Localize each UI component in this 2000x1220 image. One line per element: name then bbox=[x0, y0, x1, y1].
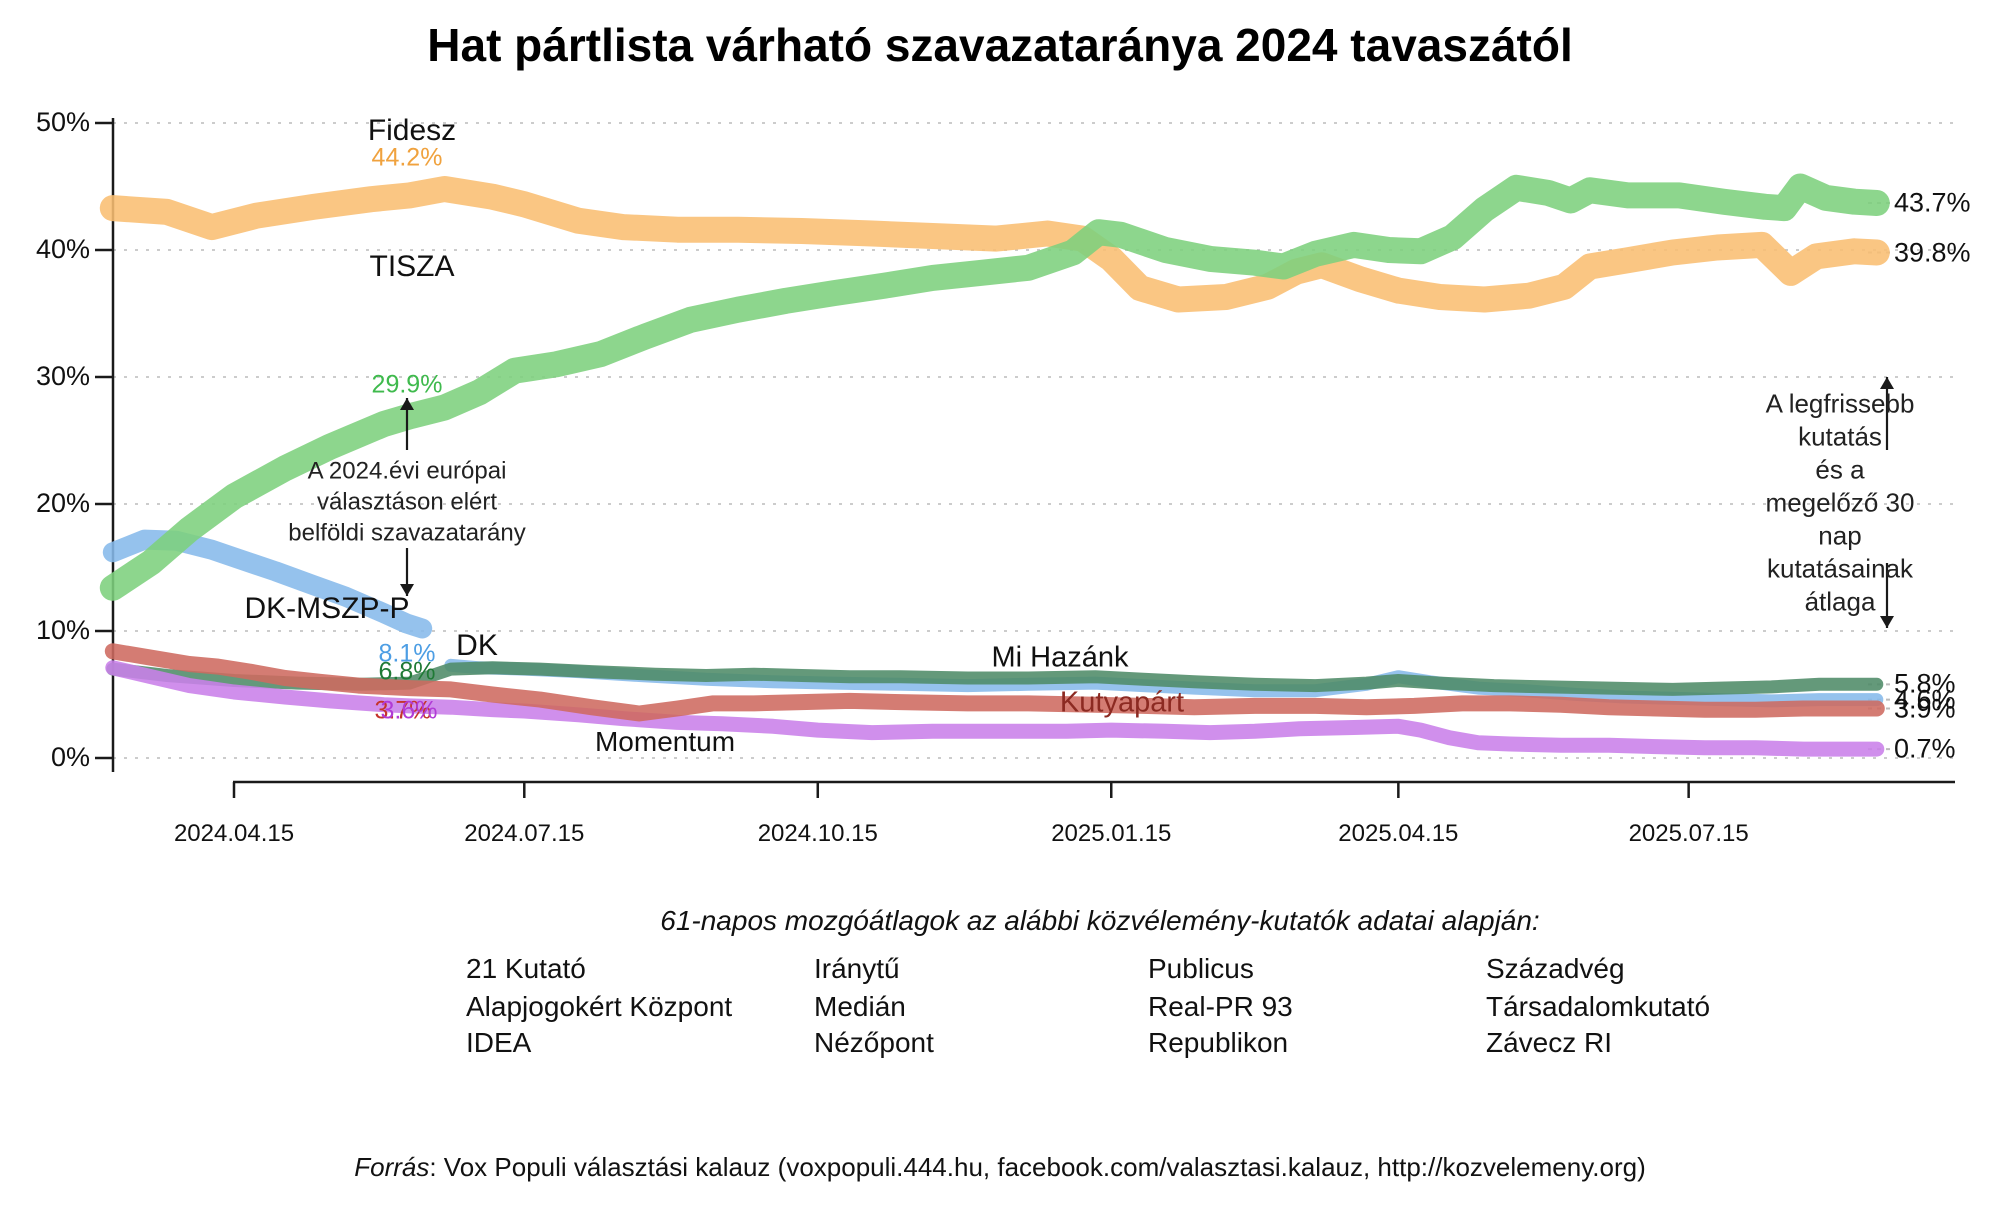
end-value-fidesz: 39.8% bbox=[1894, 237, 1971, 268]
end-value-kutyapart: 3.9% bbox=[1894, 693, 1956, 724]
y-tick-label: 30% bbox=[35, 361, 90, 391]
series-label-mi-hazank: Mi Hazánk bbox=[991, 641, 1129, 674]
y-tick-label: 20% bbox=[35, 488, 90, 518]
page-title: Hat pártlista várható szavazataránya 202… bbox=[427, 19, 1573, 71]
pollster-publicus: Publicus bbox=[1148, 953, 1254, 984]
pollster-nezopont: Nézőpont bbox=[814, 1027, 934, 1058]
y-tick-label: 0% bbox=[50, 742, 90, 772]
ep-result-momentum: 3.6% bbox=[380, 696, 438, 725]
x-tick-label: 2025.07.15 bbox=[1628, 820, 1749, 847]
x-tick-label: 2024.04.15 bbox=[173, 820, 295, 847]
x-tick-label: 2025.04.15 bbox=[1338, 820, 1459, 847]
x-tick-label: 2024.10.15 bbox=[757, 820, 878, 847]
series-line-mi-haz-nk bbox=[106, 661, 1884, 696]
pollster-iranytu: Iránytű bbox=[814, 953, 900, 984]
end-value-dk: 4.6% bbox=[1894, 684, 1956, 715]
x-tick-label: 2025.01.15 bbox=[1051, 820, 1172, 847]
y-tick-label: 40% bbox=[35, 234, 90, 264]
pollster-republikon: Republikon bbox=[1148, 1027, 1289, 1058]
series-label-dk-mszp-p: DK-MSZP-P bbox=[244, 592, 410, 625]
methodology-subtitle: 61-napos mozgóátlagok az alábbi közvélem… bbox=[660, 905, 1540, 936]
source-line: Forrás: Vox Populi választási kalauz (vo… bbox=[0, 1152, 2000, 1183]
y-tick-label: 10% bbox=[35, 615, 90, 645]
series-line-momentum bbox=[105, 660, 1885, 757]
source-text: : Vox Populi választási kalauz (voxpopul… bbox=[429, 1152, 1646, 1182]
pollster-idea: IDEA bbox=[466, 1027, 532, 1058]
latest-research-note: A legfrissebb kutatás és a megelőző 30 n… bbox=[1765, 388, 1915, 617]
end-value-mi-hazank: 5.8% bbox=[1894, 668, 1956, 699]
pollster-zavecz-ri: Závecz RI bbox=[1486, 1027, 1613, 1058]
pollster-szazadveg: Századvég bbox=[1486, 953, 1625, 984]
ep-result-kutyapart: 3.7% bbox=[374, 696, 432, 725]
ep-result-dk-mszp-p: 8.1% bbox=[378, 639, 436, 668]
source-label: Forrás bbox=[354, 1152, 430, 1182]
end-value-tisza: 43.7% bbox=[1894, 187, 1971, 218]
x-tick-label: 2024.07.15 bbox=[464, 820, 585, 847]
ep-result-tisza: 29.9% bbox=[371, 370, 443, 399]
series-line-kutyap-rt bbox=[104, 643, 1885, 722]
pollster-real-pr-93: Real-PR 93 bbox=[1148, 991, 1293, 1022]
ep-annotation-note: A 2024.évi európai választáson elért bel… bbox=[288, 457, 526, 547]
end-value-momentum: 0.7% bbox=[1894, 733, 1956, 764]
ep-arrow-up-head bbox=[400, 398, 414, 410]
y-tick-label: 50% bbox=[35, 107, 90, 137]
pollster-21-kutato: 21 Kutató bbox=[466, 953, 586, 984]
series-label-kutyapart: Kutyapárt bbox=[1059, 686, 1185, 719]
series-label-momentum: Momentum bbox=[594, 726, 736, 757]
latest-arrow-down-head bbox=[1880, 616, 1894, 628]
ep-arrow-down-head bbox=[400, 584, 414, 596]
ep-result-fidesz: 44.2% bbox=[371, 143, 443, 172]
series-line-fidesz bbox=[99, 176, 1890, 313]
series-label-tisza: TISZA bbox=[369, 250, 455, 283]
ep-result-mi-hazank: 6.8% bbox=[378, 657, 436, 686]
pollster-alapjogokert-kozpont: Alapjogokért Központ bbox=[466, 991, 733, 1022]
pollster-tarsadalomkutato: Társadalomkutató bbox=[1486, 991, 1711, 1022]
series-label-fidesz: Fidesz bbox=[367, 114, 457, 147]
series-line-tisza bbox=[99, 173, 1890, 601]
latest-arrow-up-head bbox=[1880, 377, 1894, 389]
series-label-dk: DK bbox=[456, 629, 498, 662]
pollster-median: Medián bbox=[814, 991, 906, 1022]
